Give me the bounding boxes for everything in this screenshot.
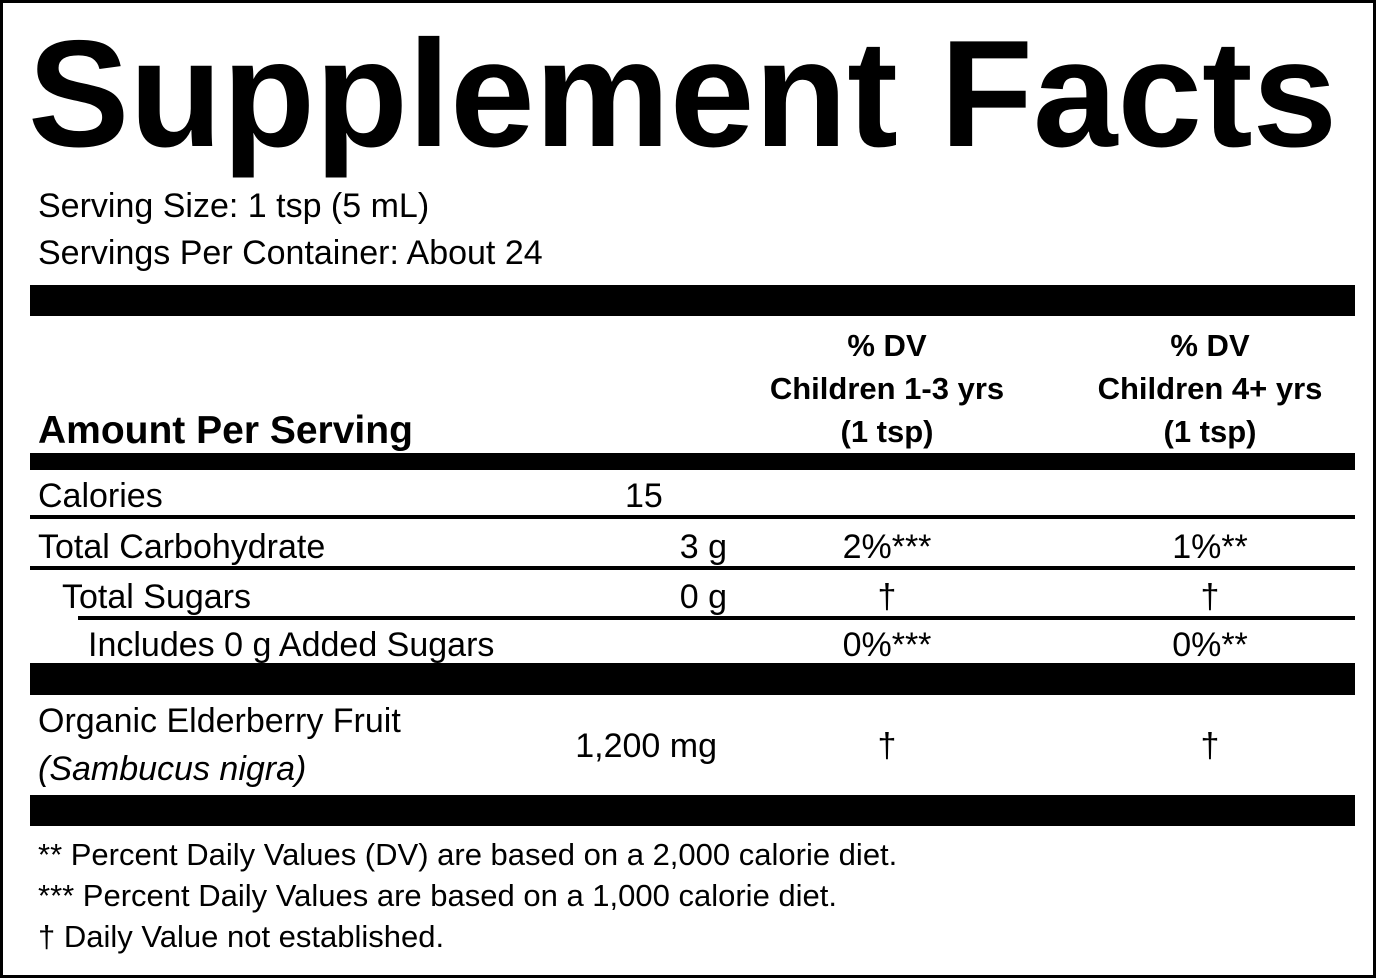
row-dv: 0%*** [843,626,932,664]
row-name: Total Carbohydrate [38,528,325,566]
column-header: % DV [1170,328,1250,363]
row-dv: 1%** [1172,528,1248,566]
row-dv: 2%*** [843,528,932,566]
column-header: (1 tsp) [1164,414,1257,449]
thin-rule [78,616,1355,620]
footnote: ** Percent Daily Values (DV) are based o… [38,837,897,872]
row-name: Includes 0 g Added Sugars [88,626,494,664]
row-amount: 1,200 mg [575,727,717,765]
thin-rule [30,515,1355,519]
row-dv: † [878,727,897,765]
thick-rule [30,663,1355,695]
row-name: Organic Elderberry Fruit [38,702,401,740]
row-amount: 15 [625,477,663,515]
column-header: (1 tsp) [841,414,934,449]
footnote: *** Percent Daily Values are based on a … [38,878,837,913]
row-dv: † [1201,578,1220,616]
thick-rule [30,285,1355,316]
column-header: Children 1-3 yrs [770,371,1004,406]
thick-rule [30,453,1355,470]
row-dv: † [1201,727,1220,765]
row-amount: 3 g [680,528,727,566]
title: Supplement Facts [28,9,1337,179]
serving-size: Serving Size: 1 tsp (5 mL) [38,187,429,225]
row-dv: † [878,578,897,616]
column-header: Children 4+ yrs [1098,371,1323,406]
row-amount: 0 g [680,578,727,616]
column-header: % DV [847,328,927,363]
thin-rule [30,566,1355,570]
thick-rule [30,795,1355,826]
row-name: Total Sugars [62,578,251,616]
footnote: † Daily Value not established. [38,919,444,954]
column-header: Amount Per Serving [38,409,413,452]
row-dv: 0%** [1172,626,1248,664]
row-name: Calories [38,477,163,515]
row-name: (Sambucus nigra) [38,750,306,788]
servings-per-container: Servings Per Container: About 24 [38,234,543,272]
